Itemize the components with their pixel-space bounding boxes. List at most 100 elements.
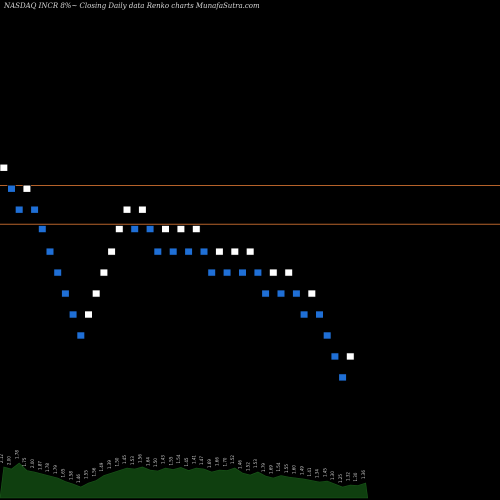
brick-value-label: 1.45 (184, 457, 189, 466)
brick-value-label: 1.70 (222, 457, 227, 466)
brick-value-label: 1.45 (322, 468, 327, 477)
renko-brick-down (7, 184, 16, 193)
renko-brick-down (261, 289, 270, 298)
brick-value-label: 1.36 (361, 470, 366, 479)
brick-value-label: 1.87 (38, 461, 43, 470)
brick-value-label: 1.41 (192, 455, 197, 464)
brick-value-label: 1.56 (138, 454, 143, 463)
renko-brick-up (107, 247, 116, 256)
brick-value-label: 2.00 (7, 456, 12, 465)
renko-brick-down (223, 268, 232, 277)
renko-brick-up (192, 225, 201, 233)
brick-value-label: 1.54 (176, 454, 181, 463)
renko-brick-up (115, 225, 124, 233)
brick-value-label: 1.56 (91, 467, 96, 476)
renko-brick-down (299, 310, 309, 319)
brick-value-label: 1.65 (61, 468, 66, 477)
renko-brick-down (184, 247, 193, 256)
brick-value-label: 2.12 (0, 454, 4, 463)
renko-brick-down (15, 205, 24, 214)
brick-value-label: 1.45 (122, 455, 127, 464)
chart-title: NASDAQ INCR 8%~ Closing Daily data Renko… (4, 2, 260, 10)
brick-value-label: 1.52 (245, 462, 250, 471)
renko-brick-up (284, 268, 293, 277)
brick-value-label: 1.78 (14, 450, 19, 459)
brick-value-label: 1.66 (215, 457, 220, 466)
renko-brick-down (153, 247, 162, 256)
renko-brick-down (207, 268, 216, 277)
brick-value-label: 1.55 (84, 470, 89, 479)
renko-brick-down (76, 331, 85, 340)
brick-value-label: 1.75 (22, 457, 27, 466)
renko-brick-up (346, 352, 355, 361)
brick-value-label: 2.00 (30, 459, 35, 468)
brick-value-label: 1.64 (145, 457, 150, 466)
brick-value-label: 1.79 (261, 463, 266, 472)
brick-value-label: 1.52 (230, 455, 235, 464)
brick-value-label: 1.53 (130, 456, 135, 465)
renko-brick-down (292, 289, 301, 298)
renko-brick-up (0, 163, 8, 172)
volume-area (0, 462, 369, 499)
brick-value-label: 1.46 (76, 474, 81, 483)
renko-brick-up (307, 289, 316, 298)
renko-brick-up (92, 289, 101, 298)
renko-brick-up (246, 247, 255, 256)
brick-value-label: 1.54 (276, 462, 281, 471)
brick-value-label: 1.79 (53, 465, 58, 474)
brick-value-label: 1.53 (253, 459, 258, 468)
brick-value-label: 1.39 (107, 460, 112, 469)
renko-brick-down (238, 268, 247, 277)
brick-value-label: 1.49 (99, 462, 104, 471)
reference-lines-layer (0, 184, 500, 225)
renko-brick-down (330, 352, 340, 361)
brick-value-label: 1.34 (315, 469, 320, 478)
brick-value-label: 1.69 (269, 465, 274, 474)
renko-brick-up (84, 310, 93, 319)
renko-brick-up (161, 225, 170, 233)
renko-brick-down (338, 373, 347, 382)
renko-brick-up (99, 268, 108, 277)
brick-labels-layer: 2.12 2.001.781.75 2.00 1.87 1.78 1.79 1.65 1.58… (0, 450, 366, 483)
brick-value-label: 1.32 (346, 472, 351, 481)
renko-brick-down (61, 289, 70, 298)
brick-value-label: 1.55 (168, 456, 173, 465)
renko-brick-down (45, 247, 55, 256)
renko-brick-down (323, 331, 332, 340)
volume-area-layer (0, 462, 369, 499)
brick-value-label: 1.30 (330, 471, 335, 480)
renko-brick-down (199, 247, 209, 256)
renko-brick-down (30, 205, 39, 214)
renko-brick-down (38, 225, 47, 233)
brick-value-label: 1.55 (284, 464, 289, 473)
brick-value-label: 1.58 (68, 471, 73, 480)
renko-brick-down (169, 247, 178, 256)
bricks-layer (0, 163, 355, 382)
renko-brick-up (215, 247, 224, 256)
renko-brick-up (176, 225, 186, 233)
renko-brick-up (122, 205, 132, 214)
brick-value-label: 1.25 (338, 474, 343, 483)
brick-value-label: 1.50 (153, 458, 158, 467)
brick-value-label: 1.47 (199, 456, 204, 465)
renko-brick-down (53, 268, 62, 277)
renko-brick-down (315, 310, 324, 319)
renko-brick-down (253, 268, 263, 277)
renko-brick-up (269, 268, 278, 277)
brick-value-label: 1.50 (115, 457, 120, 466)
brick-value-label: 1.60 (292, 465, 297, 474)
renko-brick-down (276, 289, 286, 298)
brick-value-label: 1.30 (353, 472, 358, 481)
renko-brick-up (230, 247, 239, 256)
renko-brick-up (138, 205, 147, 214)
brick-value-label: 1.41 (307, 467, 312, 476)
brick-value-label: 1.43 (161, 455, 166, 464)
brick-value-label: 1.46 (238, 460, 243, 469)
renko-brick-up (22, 184, 32, 193)
brick-value-label: 1.49 (299, 466, 304, 475)
renko-brick-down (146, 225, 155, 233)
renko-brick-down (69, 310, 78, 319)
brick-value-label: 1.69 (207, 459, 212, 468)
brick-value-label: 1.78 (45, 463, 50, 472)
